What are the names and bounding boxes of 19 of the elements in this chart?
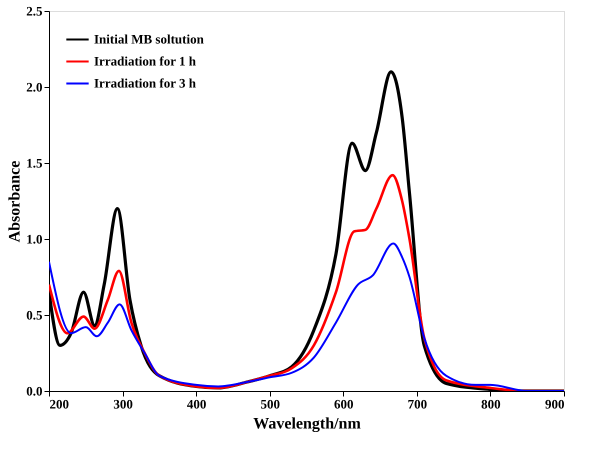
x-tick-label: 600 <box>334 396 354 412</box>
legend-label: Irradiation for 3 h <box>94 76 197 90</box>
y-tick-label: 0.0 <box>26 384 42 398</box>
x-tick-label: 200 <box>50 396 69 412</box>
y-tick-label: 2.5 <box>26 4 43 18</box>
x-axis-title: Wavelength/nm <box>253 416 362 432</box>
x-tick-label: 800 <box>481 396 501 412</box>
y-tick-label: 1.5 <box>26 156 43 170</box>
x-tick-label: 400 <box>186 396 206 412</box>
y-tick-label: 1.0 <box>26 232 42 246</box>
x-tick-label: 300 <box>113 396 133 412</box>
y-tick-label: 0.5 <box>26 308 43 322</box>
y-axis-title: Absorbance <box>6 160 24 242</box>
x-tick-label: 500 <box>260 396 280 412</box>
legend-label: Irradiation for 1 h <box>94 54 197 68</box>
y-tick-label: 2.0 <box>26 80 42 94</box>
legend-label: Initial MB soltution <box>94 32 205 46</box>
x-tick-label: 900 <box>545 396 564 412</box>
x-tick-label: 700 <box>408 396 428 412</box>
